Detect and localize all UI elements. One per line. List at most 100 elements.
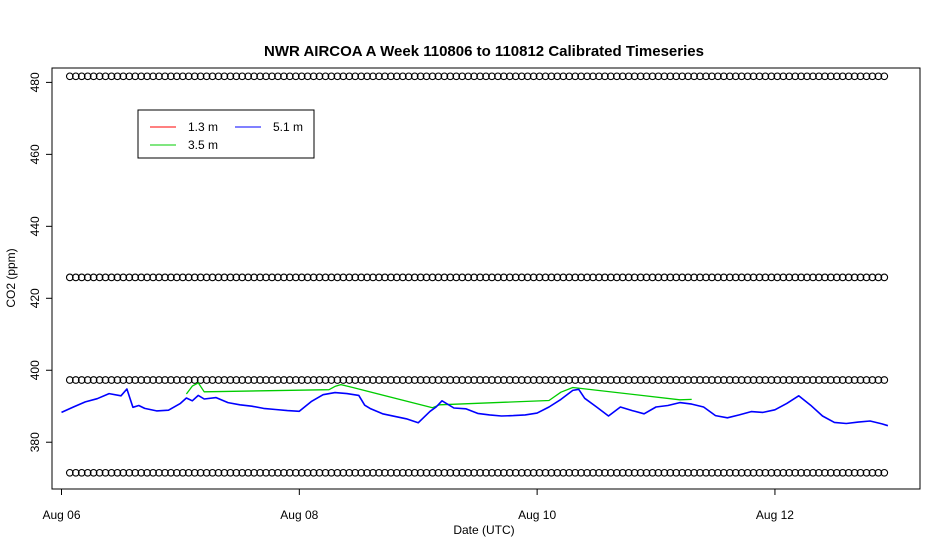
ref-point-level-2 xyxy=(874,273,883,282)
ref-point-level-2 xyxy=(529,273,538,282)
ref-point-level-1 xyxy=(303,376,312,384)
ref-point-level-2 xyxy=(779,273,788,282)
ref-point-level-0 xyxy=(743,468,752,477)
ref-point-level-0 xyxy=(476,468,484,477)
ref-point-level-1 xyxy=(119,376,128,384)
ref-point-level-1 xyxy=(161,376,169,384)
ref-point-level-2 xyxy=(333,273,342,282)
ref-point-level-3 xyxy=(571,72,580,81)
ref-point-level-3 xyxy=(268,72,276,81)
ref-point-level-3 xyxy=(369,72,377,81)
ref-point-level-0 xyxy=(654,468,663,477)
ref-point-level-1 xyxy=(553,376,562,384)
ref-point-level-2 xyxy=(642,273,651,282)
legend: 1.3 m 3.5 m 5.1 m xyxy=(137,109,315,159)
ref-point-level-1 xyxy=(95,376,104,384)
ref-point-level-2 xyxy=(494,273,502,282)
series-line-3-5-m xyxy=(185,382,692,409)
ref-point-level-1 xyxy=(624,376,633,384)
ref-point-level-3 xyxy=(392,72,401,81)
ref-point-level-3 xyxy=(844,72,853,81)
ref-point-level-1 xyxy=(178,376,187,384)
ref-point-level-2 xyxy=(511,273,520,282)
ref-point-level-3 xyxy=(815,72,823,81)
ref-point-level-2 xyxy=(83,273,92,282)
ref-point-level-2 xyxy=(381,273,389,282)
y-axis: 380 400 420 440 460 480 xyxy=(28,72,52,452)
ref-point-level-1 xyxy=(725,376,734,384)
ref-point-level-0 xyxy=(190,468,199,477)
ref-point-level-3 xyxy=(838,72,847,81)
ref-point-level-0 xyxy=(815,468,823,477)
ref-point-level-2 xyxy=(737,273,746,282)
ref-point-level-1 xyxy=(696,376,704,384)
ref-point-level-2 xyxy=(172,273,181,282)
ref-point-level-3 xyxy=(874,72,883,81)
ref-point-level-3 xyxy=(666,72,675,81)
ref-point-level-2 xyxy=(488,273,496,282)
ref-point-level-1 xyxy=(731,376,740,384)
ref-point-level-0 xyxy=(535,468,544,477)
ref-point-level-0 xyxy=(868,468,877,477)
ref-point-level-1 xyxy=(137,376,146,384)
ref-point-level-1 xyxy=(327,376,336,384)
ref-point-level-1 xyxy=(803,376,811,384)
ref-point-level-2 xyxy=(387,273,395,282)
ref-point-level-1 xyxy=(339,376,348,384)
ref-point-level-2 xyxy=(196,273,205,282)
ref-point-level-3 xyxy=(381,72,389,81)
ref-point-level-0 xyxy=(761,468,770,477)
ref-point-level-3 xyxy=(119,72,128,81)
ref-point-level-0 xyxy=(381,468,389,477)
ref-point-level-3 xyxy=(113,72,122,81)
ref-point-level-1 xyxy=(636,376,645,384)
ref-point-level-2 xyxy=(226,273,235,282)
y-tick-label: 380 xyxy=(28,432,42,452)
ref-point-level-2 xyxy=(606,273,615,282)
ref-point-level-0 xyxy=(690,468,698,477)
ref-point-level-1 xyxy=(274,376,282,384)
ref-point-level-3 xyxy=(737,72,746,81)
ref-point-level-0 xyxy=(850,468,859,477)
ref-point-level-2 xyxy=(743,273,752,282)
ref-point-level-2 xyxy=(274,273,282,282)
ref-point-level-1 xyxy=(476,376,484,384)
ref-point-level-3 xyxy=(143,72,151,81)
ref-point-level-1 xyxy=(285,376,294,384)
ref-point-level-1 xyxy=(345,376,354,384)
ref-point-level-1 xyxy=(719,376,728,384)
ref-point-level-1 xyxy=(297,376,306,384)
ref-point-level-3 xyxy=(797,72,805,81)
ref-point-level-0 xyxy=(125,468,134,477)
ref-point-level-1 xyxy=(654,376,663,384)
ref-point-level-2 xyxy=(499,273,508,282)
ref-point-level-3 xyxy=(250,72,258,81)
ref-point-level-3 xyxy=(363,72,371,81)
ref-point-level-2 xyxy=(517,273,526,282)
ref-point-level-1 xyxy=(363,376,371,384)
ref-point-level-0 xyxy=(137,468,146,477)
ref-point-level-1 xyxy=(606,376,615,384)
ref-point-level-3 xyxy=(291,72,300,81)
ref-point-level-2 xyxy=(565,273,574,282)
ref-point-level-1 xyxy=(874,376,883,384)
ref-point-level-1 xyxy=(559,376,568,384)
ref-point-level-1 xyxy=(291,376,300,384)
ref-point-level-3 xyxy=(660,72,669,81)
ref-point-level-0 xyxy=(577,468,585,477)
ref-point-level-1 xyxy=(416,376,425,384)
ref-point-level-3 xyxy=(826,72,835,81)
ref-point-level-2 xyxy=(725,273,734,282)
ref-point-level-2 xyxy=(184,273,193,282)
ref-point-level-0 xyxy=(77,468,86,477)
ref-point-level-1 xyxy=(666,376,675,384)
ref-point-level-3 xyxy=(832,72,841,81)
x-tick-label: Aug 10 xyxy=(518,508,556,522)
ref-point-level-1 xyxy=(369,376,377,384)
ref-point-level-0 xyxy=(113,468,122,477)
ref-point-level-3 xyxy=(862,72,871,81)
ref-point-level-1 xyxy=(589,376,597,384)
ref-point-level-2 xyxy=(559,273,568,282)
ref-point-level-3 xyxy=(280,72,288,81)
ref-point-level-2 xyxy=(862,273,871,282)
